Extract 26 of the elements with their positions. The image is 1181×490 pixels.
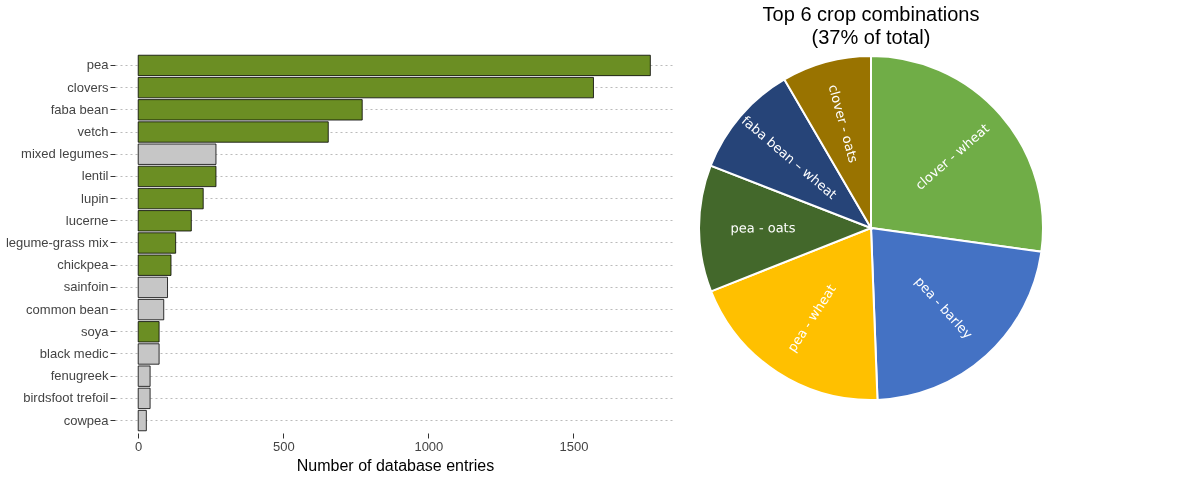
y-tick-label: legume-grass mix	[5, 235, 109, 250]
slice-label: pea - oats	[730, 220, 796, 236]
y-tick-label: sainfoin	[63, 279, 109, 295]
x-tick-label: 0	[135, 438, 143, 454]
y-tick-label: vetch	[77, 124, 109, 140]
y-tick-label: clovers	[67, 79, 109, 95]
y-tick-label: common bean	[26, 301, 109, 317]
chart-title: Top 6 crop combinations	[762, 3, 980, 25]
y-tick-label: soya	[81, 323, 110, 339]
y-tick-label: black medic	[39, 345, 109, 361]
y-tick-label: lupin	[81, 190, 109, 206]
chart-subtitle: (37% of total)	[811, 26, 931, 48]
y-tick-label: fenugreek	[50, 368, 109, 384]
y-tick-label: pea	[86, 57, 110, 73]
y-tick-label: lucerne	[65, 212, 109, 228]
y-tick-label: chickpea	[57, 257, 110, 273]
y-tick-label: cowpea	[63, 412, 110, 428]
y-tick-label: mixed legumes	[21, 146, 109, 162]
y-tick-label: faba bean	[50, 101, 109, 117]
x-tick-label: 500	[272, 438, 295, 454]
x-tick-label: 1000	[414, 438, 444, 454]
x-tick-label: 1500	[559, 438, 589, 454]
slice-label: clover - oats	[825, 82, 862, 165]
x-axis-title: Number of database entries	[296, 456, 495, 474]
y-tick-label: lentil	[81, 168, 109, 184]
y-tick-label: birdsfoot trefoil	[23, 390, 109, 406]
